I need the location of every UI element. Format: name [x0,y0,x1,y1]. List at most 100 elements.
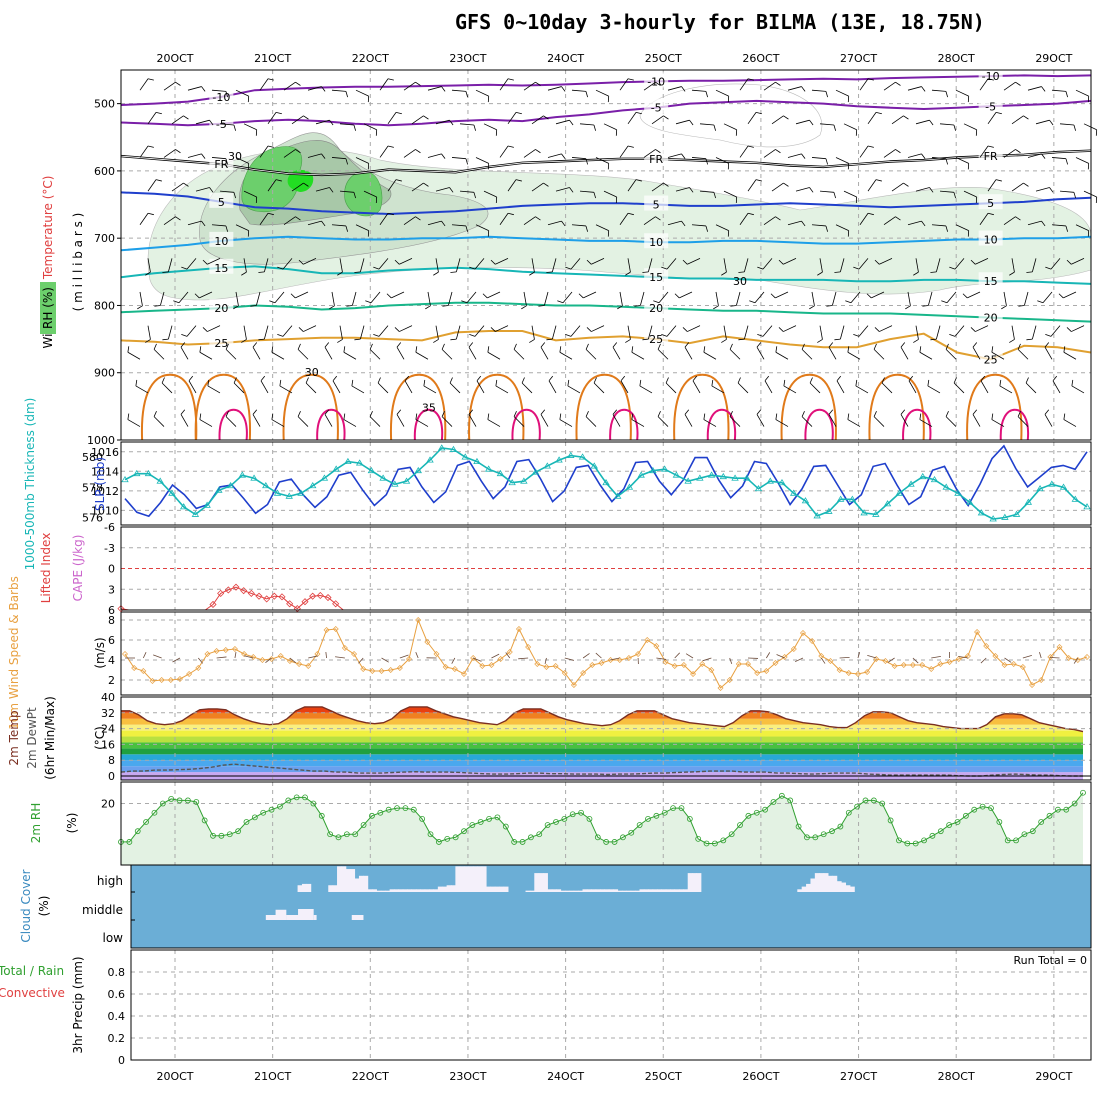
wind-point [122,651,128,657]
wind-barb-flag [593,124,597,131]
wind-barb [1071,325,1085,332]
slp-tick: 1014 [91,465,119,478]
isotherm-label: -5 [985,100,996,113]
wind-barb-flag [875,179,882,182]
wind-barb [379,145,389,158]
wind-barb [979,145,989,158]
precip-tick: 0 [118,1054,125,1067]
wind-barb [715,224,729,232]
wind-barb [267,179,277,192]
wind-barb [715,89,729,97]
surface-wind-barb [172,657,181,663]
wind-point [241,651,248,657]
wind-point [149,678,156,684]
wind-barb [879,258,893,265]
wind-barb-flag [913,339,919,343]
wind-barb-flag [913,271,919,276]
thickness-point [825,507,833,514]
wind-barb [521,382,533,394]
wind-barb-flag [825,91,829,98]
wind-barb-flag [332,375,338,382]
thickness-point [520,477,528,484]
thickness-point [567,451,575,458]
lifted-point [301,598,309,606]
wind-point [809,638,816,644]
wind-barb-flag [747,145,754,148]
high-cloud-bar [345,869,351,892]
wind-barb-flag [903,182,909,187]
wind-barb-flag [465,91,469,98]
wind-grid [174,612,1055,695]
wind-barb-flag [612,409,618,415]
precip-ylabel: 3hr Precip (mm) [71,956,85,1053]
isotherm-label: 25 [649,333,663,346]
high-cloud-bar [372,889,377,892]
wind-barb [1011,182,1024,192]
wind-barb-flag [1049,119,1054,126]
wind-barb [447,291,453,306]
wind-barb-flag [929,119,934,126]
rh-point [820,831,827,838]
wind-barb-flag [927,379,930,386]
wind-point [442,664,449,670]
high-cloud-bar [832,875,838,892]
wind-barb-flag [345,158,349,165]
isotherm-label-bg [644,268,669,284]
wind-barb-flag [836,375,842,382]
wind-barb-flag [147,145,154,148]
wind-barb-flag [538,305,545,307]
wind-barb-flag [1017,343,1021,350]
wind-point [690,671,697,677]
wind-barb [743,325,749,340]
wind-barb [207,385,221,394]
wind-barb-flag [995,111,1002,115]
wind-barb [411,115,424,125]
wind-barb [324,346,333,360]
contour-30-loop [673,373,730,441]
wind-barb [399,258,413,265]
wind-barb [955,224,969,232]
wind-barb-flag [468,342,474,348]
wind-barb-flag [295,81,301,86]
wind-barb [639,291,645,306]
wind-barb-flag [175,81,181,86]
wind-barb-flag [394,259,400,265]
surface-wind-barb [656,657,667,660]
wind-barb-flag [631,413,634,420]
wind-barb [283,81,296,91]
wind-point [268,656,275,662]
thickness-point [649,466,657,474]
wind-barb-flag [345,91,349,98]
wind-barb [531,258,535,273]
rh-point [302,794,308,801]
thickness-point [484,465,493,472]
thickness-point [391,480,399,487]
wind-barb-flag [1066,327,1072,332]
wind-barb [666,258,677,270]
wind-barb-flag [665,377,669,384]
wind-barb [900,346,909,360]
thickness-point [508,478,516,486]
lifted-point [286,600,294,608]
wind-barb [579,123,594,126]
wind-point [186,671,193,677]
lifted-point [209,600,217,609]
wind-barb [199,351,213,360]
wind-barb-flag [721,339,727,343]
wind-barb-flag [949,266,956,270]
wind-barb-flag [586,327,592,332]
wind-barb [1052,380,1061,394]
thickness-point [754,485,763,492]
wind-barb-flag [386,293,392,299]
isotherm-label: 15 [649,271,663,284]
wind-barb [331,291,335,306]
isotherm-label: 5 [218,196,225,209]
wind-barb [763,81,776,91]
wind-barb [858,325,869,337]
wind-barb-flag [801,343,805,350]
wind-barb [747,112,757,125]
wind-barb [684,414,693,427]
wind-barb-flag [825,158,829,165]
thickness-point [414,466,422,474]
wind-barb-flag [801,220,806,227]
